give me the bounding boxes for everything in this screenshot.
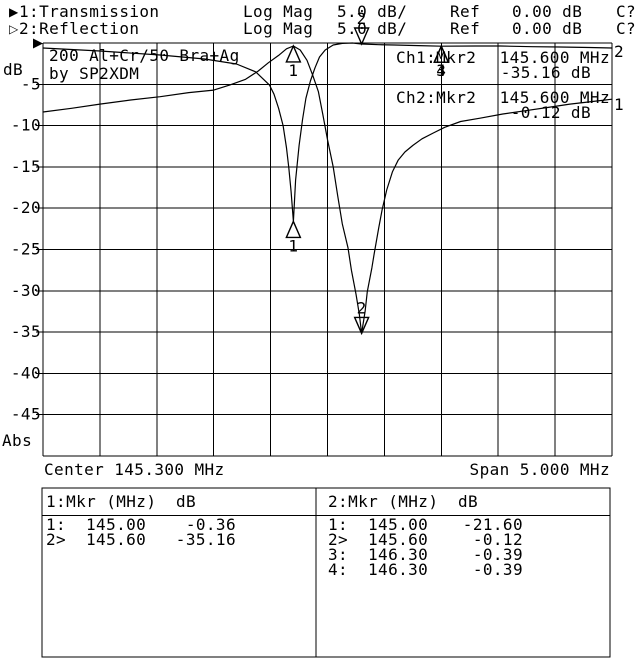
marker-symbol-icon (353, 316, 370, 336)
marker-number: 3: (328, 545, 348, 564)
marker-label: 3 (436, 61, 446, 80)
marker-frequency: 146.30 (368, 560, 428, 579)
channel2-label: 2:Reflection (19, 19, 139, 38)
y-tick-label: -15 (11, 157, 41, 176)
x-axis-center-label: Center 145.300 MHz (44, 460, 225, 479)
y-tick-label: -30 (11, 281, 41, 300)
trace2-id-label: 2 (614, 42, 624, 61)
marker-db: -0.39 (473, 545, 523, 564)
trace1-id-label: 1 (614, 95, 624, 114)
marker-number: 2> (328, 530, 348, 549)
channel2-ref-label: Ref (450, 19, 480, 38)
channel1-scale: 5.0 dB/ (337, 2, 407, 21)
marker-table-border (41, 487, 611, 658)
marker-db: -0.36 (186, 515, 236, 534)
marker-db: -21.60 (463, 515, 523, 534)
marker-label: 1 (288, 236, 298, 255)
ch2-marker-readout: Ch2:Mkr2 145.600 MHz -0.12 dB (396, 88, 610, 122)
trace-reflection (42, 42, 613, 222)
left-table-title: 1:Mkr (MHz) (46, 492, 156, 511)
y-axis-unit-label: dB (3, 60, 23, 79)
traces (42, 42, 613, 334)
channel1-ref-value: 0.00 dB (512, 2, 582, 21)
marker-label: 2 (357, 298, 367, 317)
y-tick-label: -35 (11, 322, 41, 341)
ch1-marker-readout: Ch1:Mkr2 145.600 MHz -35.16 dB (396, 48, 610, 82)
ch1-readout-frequency: 145.600 MHz (500, 48, 610, 67)
marker-label: 1 (288, 61, 298, 80)
channel2-format: Log Mag (243, 19, 313, 38)
table-row: 1: 145.00 -0.36 (46, 515, 236, 534)
channel1-active-arrow-icon: ▶ (9, 5, 19, 19)
marker-table: 1:Mkr (MHz) dB 1: 145.00 -0.36 2> 145.60… (41, 487, 611, 658)
annotation-line2: by SP2XDM (49, 64, 139, 83)
marker-label: 4 (436, 61, 446, 80)
channel1-cal-status: C? (616, 2, 636, 21)
trace-transmission (42, 45, 613, 334)
marker-db: -0.39 (473, 560, 523, 579)
ch2-readout-label: Ch2:Mkr2 (396, 88, 476, 107)
channel1-label: 1:Transmission (19, 2, 159, 21)
marker-db: -35.16 (176, 530, 236, 549)
marker-number: 1: (328, 515, 348, 534)
marker-symbol-icon (353, 27, 370, 46)
y-tick-label: -25 (11, 240, 41, 259)
left-table-unit: dB (176, 492, 196, 511)
y-tick-label: -10 (11, 116, 41, 135)
marker-number: 2> (46, 530, 66, 549)
marker-frequency: 145.00 (368, 515, 428, 534)
marker-table-left: 1:Mkr (MHz) dB 1: 145.00 -0.36 2> 145.60… (46, 492, 236, 549)
ref-level-pointer-icon (33, 38, 43, 49)
table-row: 4: 146.30 -0.39 (328, 560, 523, 579)
channel1-format: Log Mag (243, 2, 313, 21)
x-axis-span-label: Span 5.000 MHz (470, 460, 610, 479)
right-table-unit: dB (458, 492, 478, 511)
graticule (36, 42, 613, 457)
y-tick-label: -40 (11, 363, 41, 382)
y-axis-tick-labels: -5 -10 -15 -20 -25 -30 -35 -40 -45 (11, 74, 41, 423)
ch1-readout-value: -35.16 dB (501, 63, 591, 82)
table-row: 1: 145.00 -21.60 (328, 515, 523, 534)
marker-symbol-icon (285, 44, 302, 63)
annotation-line1: 200 Al+Cr/50 Bra+Ag (49, 46, 240, 65)
channel2-scale: 5.0 dB/ (337, 19, 407, 38)
marker-frequency: 145.00 (86, 515, 146, 534)
marker-label: 2 (357, 9, 367, 28)
marker-frequency: 145.60 (86, 530, 146, 549)
y-tick-label: -45 (11, 405, 41, 424)
ch2-readout-frequency: 145.600 MHz (500, 88, 610, 107)
right-table-title: 2:Mkr (MHz) (328, 492, 438, 511)
markers: 1 2 1 2 34 (285, 9, 450, 336)
y-axis-abs-label: Abs (2, 431, 32, 450)
header-row-ch2: ▷ 2:Reflection Log Mag 5.0 dB/ Ref 0.00 … (9, 19, 636, 38)
marker-frequency: 145.60 (368, 530, 428, 549)
marker-symbol-icon (285, 219, 302, 239)
marker-frequency: 146.30 (368, 545, 428, 564)
channel2-inactive-arrow-icon: ▷ (9, 22, 19, 36)
marker-symbol-icon (433, 44, 450, 63)
table-row: 3: 146.30 -0.39 (328, 545, 523, 564)
channel2-ref-value: 0.00 dB (512, 19, 582, 38)
marker-table-right: 2:Mkr (MHz) dB 1: 145.00 -21.60 2> 145.6… (328, 492, 523, 579)
header-row-ch1: ▶ 1:Transmission Log Mag 5.0 dB/ Ref 0.0… (9, 2, 636, 21)
marker-db: -0.12 (473, 530, 523, 549)
y-tick-label: -20 (11, 198, 41, 217)
channel2-cal-status: C? (616, 19, 636, 38)
y-tick-label: -5 (21, 74, 41, 93)
marker-number: 4: (328, 560, 348, 579)
table-row: 2> 145.60 -0.12 (328, 530, 523, 549)
ch2-readout-value: -0.12 dB (511, 103, 591, 122)
table-row: 2> 145.60 -35.16 (46, 530, 236, 549)
channel1-ref-label: Ref (450, 2, 480, 21)
marker-number: 1: (46, 515, 66, 534)
